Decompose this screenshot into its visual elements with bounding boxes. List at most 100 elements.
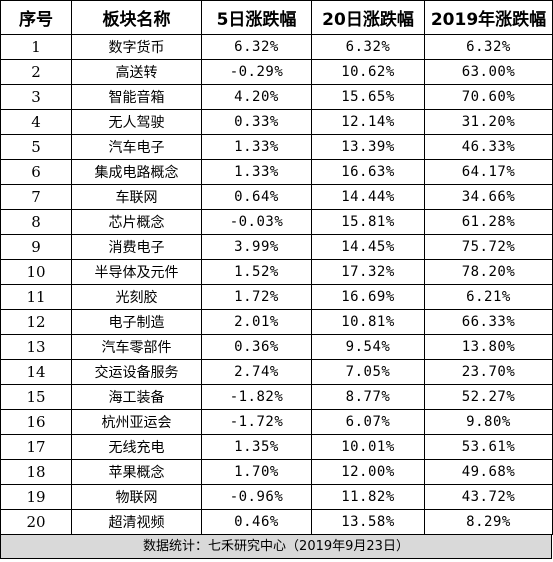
table-row: 3 智能音箱 4.20% 15.65% 70.60% [0,84,553,110]
cell-sector-name: 杭州亚运会 [71,409,202,435]
cell-index: 3 [0,84,72,110]
cell-5day-change: 1.33% [201,159,312,185]
cell-index: 18 [0,459,72,485]
table-row: 16 杭州亚运会 -1.72% 6.07% 9.80% [0,409,553,435]
cell-sector-name: 无人驾驶 [71,109,202,135]
cell-20day-change: 12.14% [311,109,425,135]
table-row: 2 高送转 -0.29% 10.62% 63.00% [0,59,553,85]
cell-5day-change: -0.29% [201,59,312,85]
cell-index: 17 [0,434,72,460]
cell-sector-name: 苹果概念 [71,459,202,485]
table-row: 7 车联网 0.64% 14.44% 34.66% [0,184,553,210]
cell-2019-change: 34.66% [424,184,553,210]
cell-5day-change: 3.99% [201,234,312,260]
cell-5day-change: 1.52% [201,259,312,285]
cell-20day-change: 14.44% [311,184,425,210]
cell-5day-change: 0.46% [201,509,312,535]
header-index: 序号 [0,0,72,35]
header-row: 序号 板块名称 5日涨跌幅 20日涨跌幅 2019年涨跌幅 [0,0,553,35]
cell-20day-change: 10.01% [311,434,425,460]
cell-2019-change: 6.32% [424,34,553,60]
cell-5day-change: 1.33% [201,134,312,160]
cell-20day-change: 11.82% [311,484,425,510]
cell-2019-change: 70.60% [424,84,553,110]
cell-20day-change: 15.65% [311,84,425,110]
cell-5day-change: 4.20% [201,84,312,110]
table-header: 序号 板块名称 5日涨跌幅 20日涨跌幅 2019年涨跌幅 [0,0,553,35]
cell-sector-name: 数字货币 [71,34,202,60]
cell-2019-change: 52.27% [424,384,553,410]
cell-sector-name: 交运设备服务 [71,359,202,385]
cell-20day-change: 17.32% [311,259,425,285]
cell-5day-change: -0.03% [201,209,312,235]
cell-index: 19 [0,484,72,510]
cell-index: 2 [0,59,72,85]
cell-index: 8 [0,209,72,235]
cell-5day-change: 6.32% [201,34,312,60]
table-row: 19 物联网 -0.96% 11.82% 43.72% [0,484,553,510]
cell-sector-name: 汽车零部件 [71,334,202,360]
cell-sector-name: 无线充电 [71,434,202,460]
cell-sector-name: 光刻胶 [71,284,202,310]
cell-2019-change: 78.20% [424,259,553,285]
cell-5day-change: 0.36% [201,334,312,360]
cell-5day-change: 1.70% [201,459,312,485]
cell-2019-change: 23.70% [424,359,553,385]
cell-sector-name: 海工装备 [71,384,202,410]
sector-table: 序号 板块名称 5日涨跌幅 20日涨跌幅 2019年涨跌幅 1 数字货币 6.32%… [0,0,553,535]
table-row: 13 汽车零部件 0.36% 9.54% 13.80% [0,334,553,360]
cell-index: 5 [0,134,72,160]
cell-index: 15 [0,384,72,410]
cell-20day-change: 7.05% [311,359,425,385]
header-2019-change: 2019年涨跌幅 [424,0,553,35]
cell-2019-change: 43.72% [424,484,553,510]
cell-sector-name: 车联网 [71,184,202,210]
data-source-footer: 数据统计：七禾研究中心（2019年9月23日） [0,535,552,559]
cell-sector-name: 消费电子 [71,234,202,260]
cell-2019-change: 53.61% [424,434,553,460]
table-row: 15 海工装备 -1.82% 8.77% 52.27% [0,384,553,410]
cell-20day-change: 6.32% [311,34,425,60]
cell-2019-change: 6.21% [424,284,553,310]
cell-20day-change: 16.63% [311,159,425,185]
cell-2019-change: 9.80% [424,409,553,435]
cell-index: 13 [0,334,72,360]
cell-sector-name: 芯片概念 [71,209,202,235]
cell-sector-name: 智能音箱 [71,84,202,110]
header-5day-change: 5日涨跌幅 [201,0,312,35]
cell-20day-change: 8.77% [311,384,425,410]
cell-sector-name: 汽车电子 [71,134,202,160]
cell-5day-change: -0.96% [201,484,312,510]
cell-index: 1 [0,34,72,60]
table-row: 6 集成电路概念 1.33% 16.63% 64.17% [0,159,553,185]
cell-sector-name: 超清视频 [71,509,202,535]
table-row: 9 消费电子 3.99% 14.45% 75.72% [0,234,553,260]
cell-sector-name: 高送转 [71,59,202,85]
cell-index: 9 [0,234,72,260]
cell-20day-change: 10.62% [311,59,425,85]
cell-2019-change: 63.00% [424,59,553,85]
cell-index: 12 [0,309,72,335]
cell-2019-change: 46.33% [424,134,553,160]
cell-sector-name: 半导体及元件 [71,259,202,285]
cell-index: 7 [0,184,72,210]
header-sector-name: 板块名称 [71,0,202,35]
cell-2019-change: 61.28% [424,209,553,235]
table-row: 11 光刻胶 1.72% 16.69% 6.21% [0,284,553,310]
table-row: 10 半导体及元件 1.52% 17.32% 78.20% [0,259,553,285]
table-body: 1 数字货币 6.32% 6.32% 6.32% 2 高送转 -0.29% 10.62% 63.0… [0,34,553,535]
cell-20day-change: 15.81% [311,209,425,235]
table-row: 17 无线充电 1.35% 10.01% 53.61% [0,434,553,460]
cell-2019-change: 75.72% [424,234,553,260]
cell-2019-change: 8.29% [424,509,553,535]
cell-20day-change: 14.45% [311,234,425,260]
cell-index: 16 [0,409,72,435]
cell-index: 20 [0,509,72,535]
cell-20day-change: 9.54% [311,334,425,360]
cell-20day-change: 16.69% [311,284,425,310]
cell-20day-change: 10.81% [311,309,425,335]
table-row: 8 芯片概念 -0.03% 15.81% 61.28% [0,209,553,235]
cell-sector-name: 电子制造 [71,309,202,335]
cell-5day-change: 0.33% [201,109,312,135]
